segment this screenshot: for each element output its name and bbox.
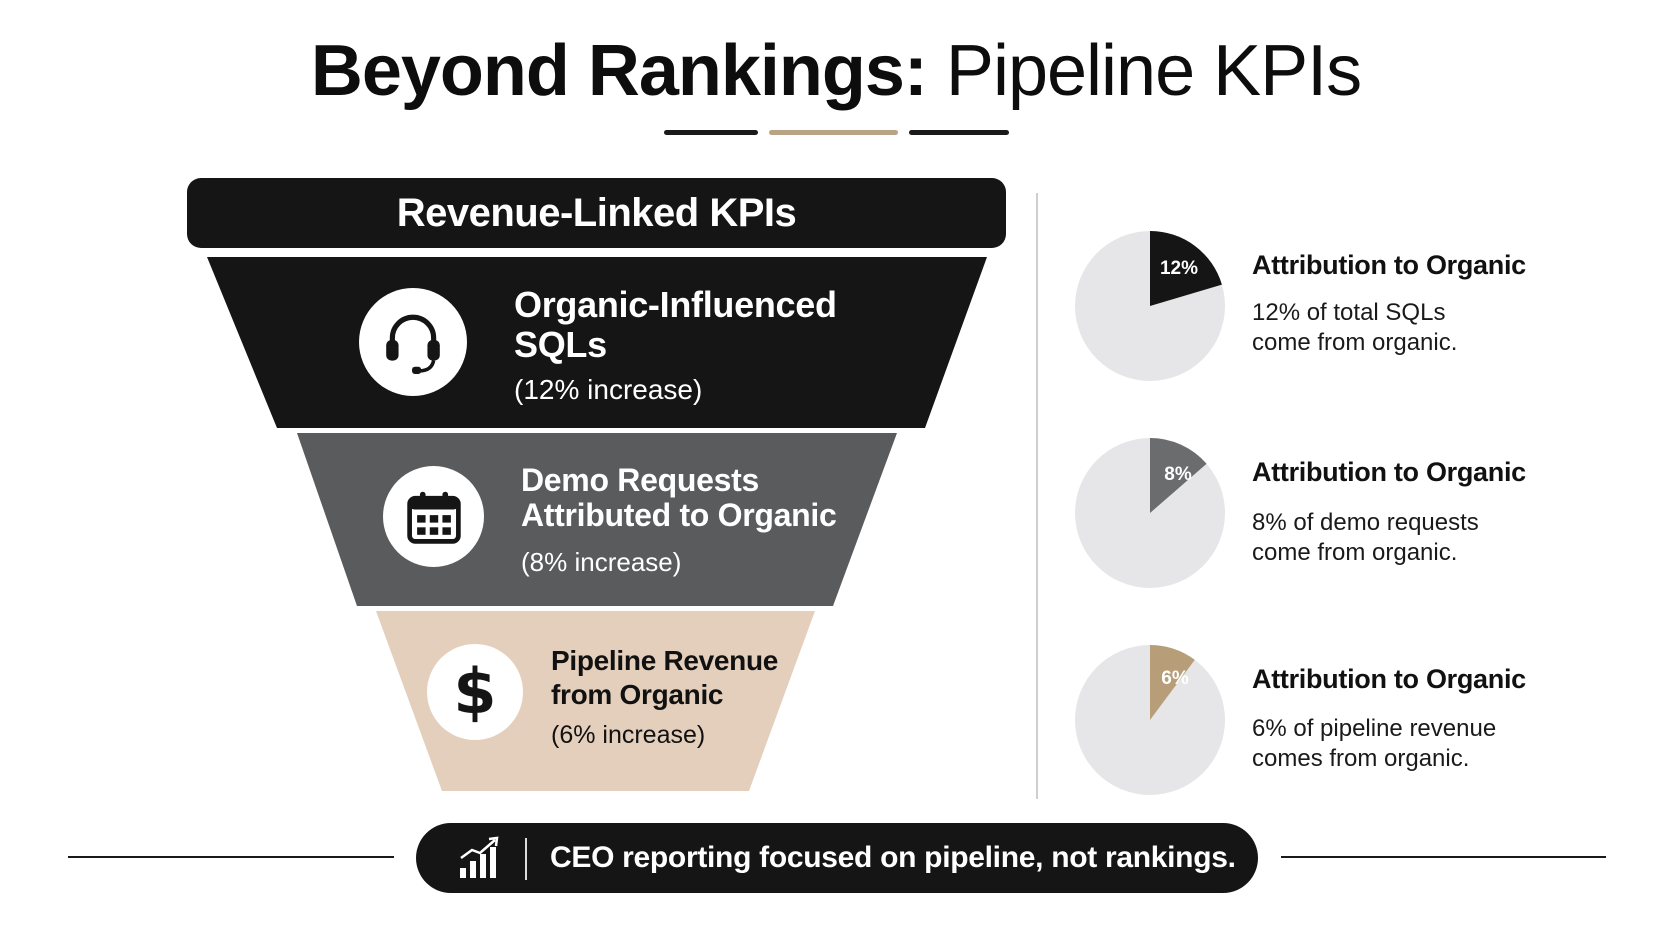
footer-text: CEO reporting focused on pipeline, not r… (550, 841, 1236, 874)
pie-1-slice (1150, 230, 1222, 306)
attribution-2-desc-line2: come from organic. (1252, 539, 1458, 566)
bar-chart-up-icon (458, 836, 502, 880)
tier-1-label-line1: Organic-Influenced (514, 284, 837, 325)
tier-2-label-line1: Demo Requests (521, 462, 759, 498)
tier-2-sub: (8% increase) (521, 547, 682, 577)
pie-3-percent-label: 6% (1161, 668, 1189, 689)
attribution-3-desc-line1: 6% of pipeline revenue (1252, 715, 1497, 742)
dollar-icon: $ (427, 644, 523, 740)
attribution-1-desc-line2: come from organic. (1252, 329, 1458, 356)
attribution-3-desc-line2: comes from organic. (1252, 745, 1470, 772)
pie-3-slice (1150, 645, 1195, 720)
title-bold: Beyond Rankings: (310, 31, 928, 111)
attribution-pie-2: 8% (1075, 438, 1225, 588)
section-divider (1036, 193, 1038, 799)
attribution-pie-3: 6% (1075, 645, 1225, 795)
attribution-1-desc: 12% of total SQLs come from organic. (1252, 298, 1572, 358)
attribution-2-title: Attribution to Organic (1252, 457, 1526, 487)
attribution-1-desc-line1: 12% of total SQLs (1252, 299, 1446, 326)
footer-separator (525, 838, 527, 880)
tier-1-sub: (12% increase) (514, 374, 703, 405)
tier-2-label-line2: Attributed to Organic (521, 497, 837, 533)
title-rule-right (909, 130, 1009, 135)
footer-rule-right (1281, 856, 1606, 858)
headset-icon (359, 288, 467, 396)
title-rule-center (769, 130, 898, 135)
pie-2-percent-label: 8% (1164, 464, 1192, 485)
title-rule-left (664, 130, 758, 135)
attribution-2-desc: 8% of demo requests come from organic. (1252, 508, 1572, 568)
attribution-3-desc: 6% of pipeline revenue comes from organi… (1252, 714, 1572, 774)
attribution-3-title: Attribution to Organic (1252, 664, 1526, 694)
tier-3-label-line1: Pipeline Revenue (551, 645, 779, 676)
calendar-icon (383, 466, 484, 567)
attribution-2-desc-line1: 8% of demo requests (1252, 509, 1479, 536)
footer-rule-left (68, 856, 394, 858)
footer-banner (416, 823, 1258, 893)
attribution-1-title: Attribution to Organic (1252, 250, 1526, 280)
attribution-pie-1: 12% (1075, 230, 1225, 381)
funnel-header-label: Revenue-Linked KPIs (396, 190, 797, 235)
pie-1-percent-label: 12% (1160, 258, 1198, 279)
funnel-header: Revenue-Linked KPIs (187, 178, 1006, 248)
title-light: Pipeline KPIs (945, 31, 1362, 111)
pie-2-slice (1150, 438, 1207, 513)
tier-3-label-line2: from Organic (551, 679, 724, 710)
tier-1-label-line2: SQLs (514, 324, 607, 365)
tier-3-sub: (6% increase) (551, 721, 706, 749)
page-title: Beyond Rankings: Pipeline KPIs (0, 28, 1672, 114)
